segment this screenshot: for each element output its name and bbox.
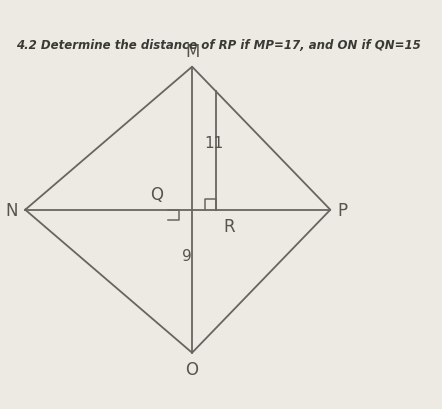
Text: M: M	[185, 43, 199, 61]
Text: 9: 9	[182, 248, 191, 263]
Text: 4.2 Determine the distance of RP if MP=17, and ON if QN=15: 4.2 Determine the distance of RP if MP=1…	[16, 39, 420, 52]
Text: P: P	[338, 201, 347, 219]
Text: 11: 11	[204, 136, 223, 151]
Text: N: N	[6, 201, 18, 219]
Text: O: O	[186, 360, 198, 378]
Text: Q: Q	[150, 185, 164, 203]
Text: R: R	[223, 217, 235, 235]
